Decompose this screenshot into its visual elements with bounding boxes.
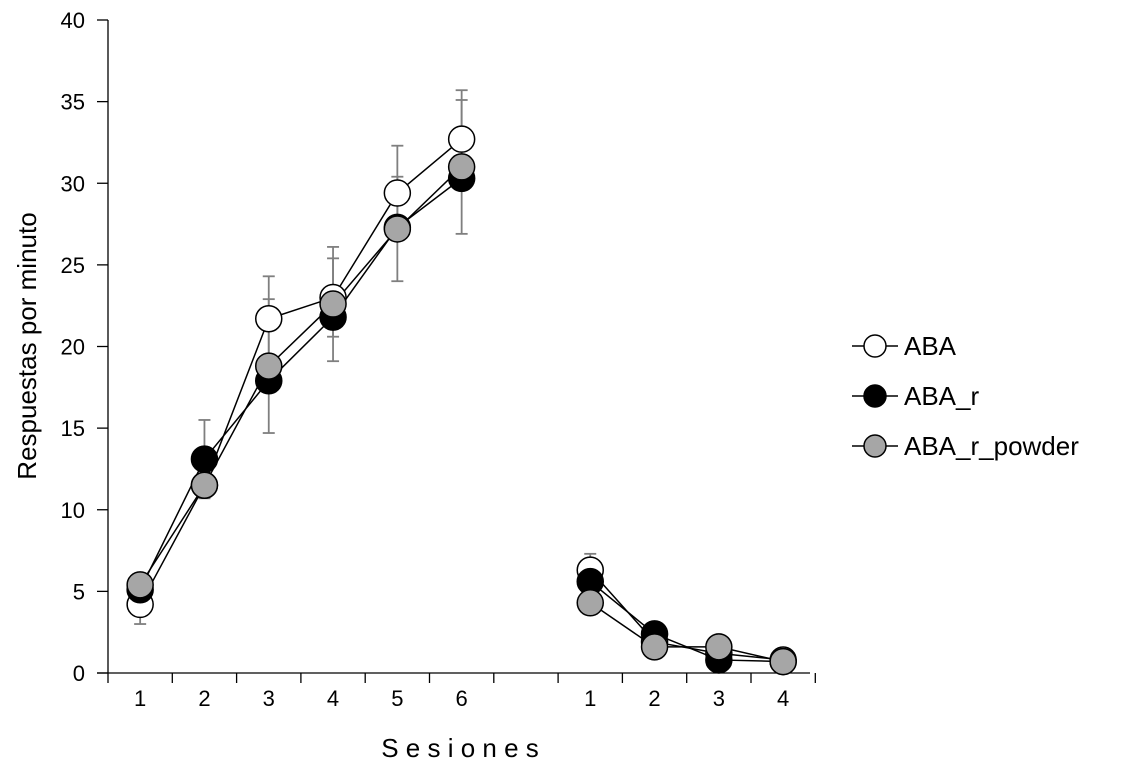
point-aba-r-powder	[383, 215, 412, 243]
x-tick-label: 4	[777, 686, 789, 711]
point-aba-r	[190, 445, 219, 473]
y-axis-title: Respuestas por minuto	[12, 212, 42, 479]
y-tick-label: 15	[61, 416, 85, 441]
point-aba-r-powder	[640, 633, 669, 661]
series-markers	[126, 125, 797, 676]
legend-marker-aba-r-powder	[863, 434, 887, 458]
x-tick-label: 1	[134, 686, 146, 711]
point-aba	[383, 179, 412, 207]
x-tick-label: 3	[263, 686, 275, 711]
point-aba-r-powder	[319, 290, 347, 318]
y-tick-label: 5	[73, 579, 85, 604]
series-line-aba-phase1	[139, 138, 463, 605]
x-tick-label: 4	[327, 686, 339, 711]
series-line-aba-r-phase2	[589, 580, 784, 663]
x-tick-label: 5	[391, 686, 403, 711]
series-line-aba-r-powder-phase2	[589, 602, 784, 663]
legend-label-aba-r: ABA_r	[904, 381, 979, 411]
series-line-aba-r-powder-phase1	[139, 166, 463, 586]
legend-label-aba-r-powder: ABA_r_powder	[904, 431, 1079, 461]
y-tick-label: 40	[61, 8, 85, 33]
legend-marker-aba	[863, 334, 887, 358]
legend-marker-aba-r	[863, 384, 887, 408]
x-tick-label: 1	[584, 686, 596, 711]
point-aba-r-powder	[576, 589, 604, 617]
series-line-aba-phase2	[589, 569, 784, 661]
x-tick-label: 3	[713, 686, 725, 711]
y-tick-label: 35	[61, 90, 85, 115]
y-tick-label: 25	[61, 253, 85, 278]
x-tick-label: 2	[198, 686, 210, 711]
point-aba-r-powder	[447, 153, 476, 181]
axes: 0 5 10 15 20 25 30 35 40 1 2 3 4 5 6 1 2 3 4	[61, 8, 816, 711]
point-aba-r-powder	[769, 647, 797, 676]
y-tick-label: 30	[61, 171, 85, 196]
point-aba-r-powder	[126, 571, 154, 599]
x-axis-title: S e s i o n e s	[381, 733, 539, 763]
point-aba	[447, 125, 476, 153]
x-tick-label: 2	[648, 686, 660, 711]
legend-label-aba: ABA	[904, 331, 957, 361]
legend: ABA ABA_r ABA_r_powder	[852, 331, 1079, 461]
y-tick-label: 20	[61, 335, 85, 360]
y-tick-label: 10	[61, 498, 85, 523]
x-tick-label: 6	[456, 686, 468, 711]
point-aba-r-powder	[190, 471, 219, 500]
point-aba-r-powder	[255, 352, 283, 380]
point-aba	[255, 304, 283, 333]
y-tick-label: 0	[73, 661, 85, 686]
error-bars	[134, 89, 597, 625]
point-aba-r-powder	[705, 633, 733, 661]
series-line-aba-r-phase1	[139, 177, 463, 591]
